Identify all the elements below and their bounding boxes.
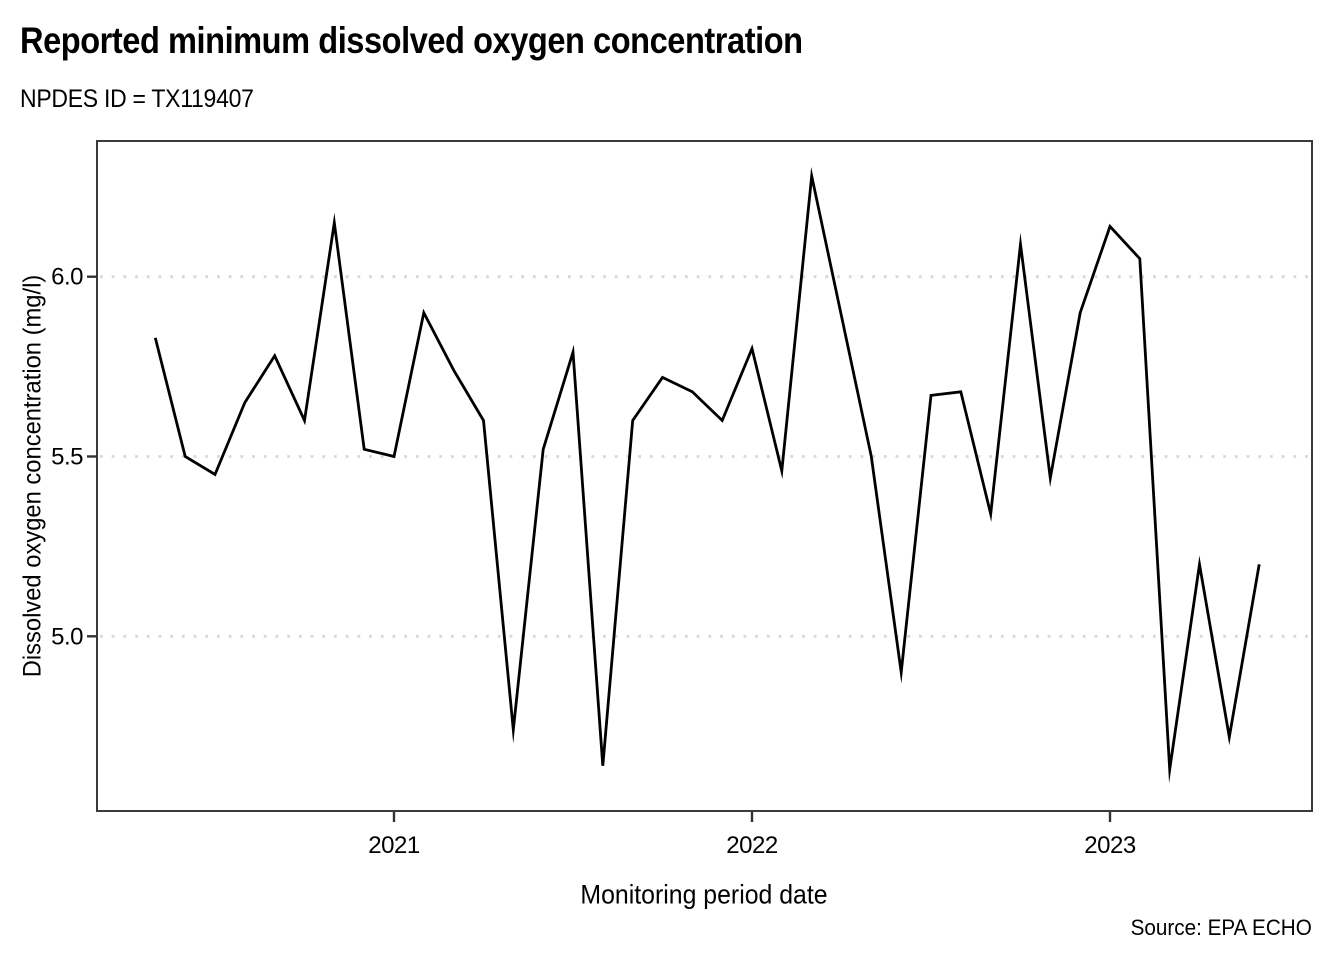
y-tick-label-5.0: 5.0 (51, 623, 83, 650)
y-axis-title: Dissolved oxygen concentration (mg/l) (18, 274, 47, 678)
source-note: Source: EPA ECHO (1130, 915, 1312, 940)
x-tick-label-2023: 2023 (1084, 832, 1136, 859)
y-tick-label-6.0: 6.0 (51, 264, 83, 291)
dissolved-oxygen-series-line (153, 166, 1261, 784)
x-tick-label-2022: 2022 (726, 832, 778, 859)
panel-border (96, 140, 1313, 812)
y-tick-label-5.5: 5.5 (51, 444, 83, 471)
x-axis-title: Monitoring period date (580, 879, 828, 910)
chart-title: Reported minimum dissolved oxygen concen… (20, 20, 803, 61)
chart-subtitle: NPDES ID = TX119407 (20, 85, 254, 113)
x-tick-label-2021: 2021 (368, 832, 420, 859)
